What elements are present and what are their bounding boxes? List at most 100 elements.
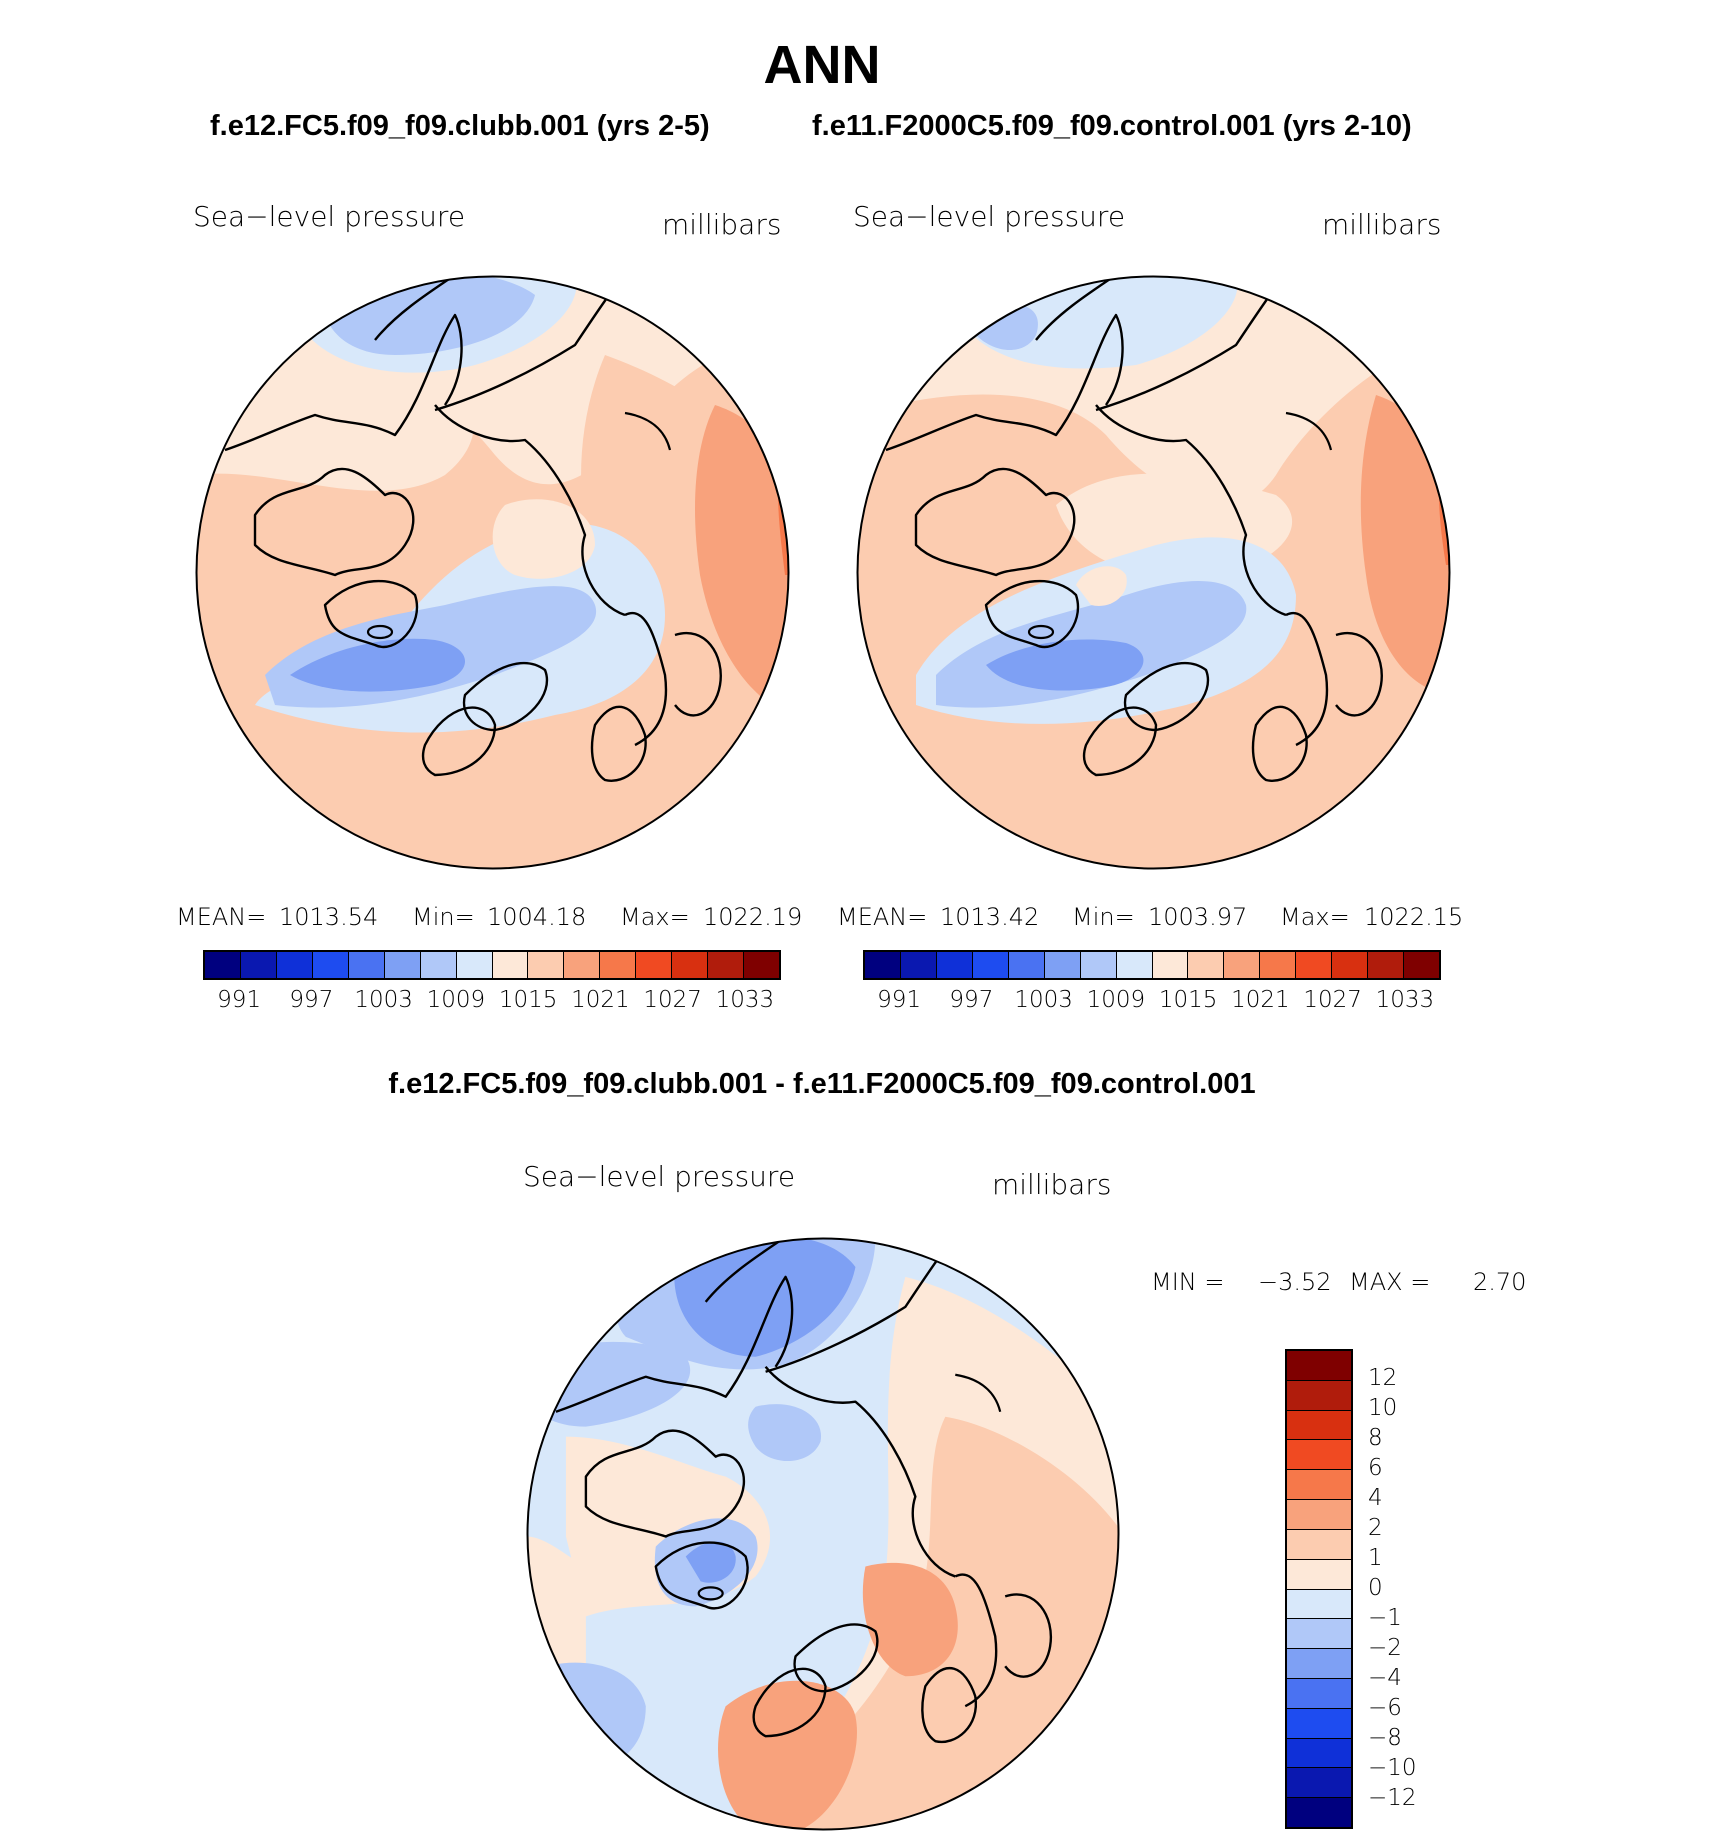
field-pink-center [492,499,595,579]
field-pink-greenland [1076,566,1127,606]
colorbar-swatch [1296,952,1333,978]
mean-value-right: 1013.42 [940,903,1040,931]
colorbar-swatch [348,952,385,978]
max-label-left: Max= [620,903,690,931]
colorbar-swatch [1008,952,1045,978]
field-orange-east [862,1562,958,1677]
colorbar-swatch [636,952,673,978]
field-blue-deep-greenland [685,1541,736,1583]
colorbar-swatch [1287,1648,1351,1678]
max-value-right: 1022.15 [1364,903,1464,931]
colorbar-swatch [276,952,313,978]
main-title: ANN [763,35,881,95]
colorbar-swatch [492,952,529,978]
colorbar-swatch [865,952,901,978]
colorbar-swatch [205,952,241,978]
diff-max-label: MAX = [1349,1268,1431,1296]
colorbar-tick-label: 1003 [354,987,413,1013]
polar-map-left [195,275,790,870]
colorbar-tick-label: 991 [877,987,922,1013]
colorbar-swatch [1287,1677,1351,1708]
colorbar-tick-label: 1015 [498,987,558,1013]
colorbar-swatch [1332,952,1369,978]
field-blue-mid-center [748,1404,822,1462]
colorbar-swatch [1287,1558,1351,1589]
colorbar-swatch [1287,1469,1351,1500]
colorbar-swatch [1260,952,1297,978]
colorbar-swatch [1188,952,1225,978]
max-value-left: 1022.19 [703,903,803,931]
units-label-left: millibars [662,208,782,241]
variable-label-right: Sea−level pressure [853,200,1126,233]
colorbar-swatch [312,952,349,978]
colorbar-tick-label: 1009 [426,987,486,1013]
field-orange [695,405,789,715]
colorbar-swatch [1368,952,1405,978]
case-title-left: f.e12.FC5.f09_f09.clubb.001 (yrs 2-5) [210,110,710,142]
max-label-right: Max= [1280,903,1350,931]
colorbar-swatch [1287,1588,1351,1619]
colorbar-swatch [972,952,1009,978]
colorbar-tick-label: 1015 [1158,987,1218,1013]
colorbar-tick-label: −4 [1368,1665,1402,1691]
colorbar-swatch [240,952,277,978]
diff-variable-label: Sea−level pressure [523,1160,796,1193]
colorbar-swatch [1044,952,1081,978]
min-label-left: Min= [412,903,475,931]
colorbar-tick-label: 1009 [1086,987,1146,1013]
colorbar-swatch [744,952,779,978]
colorbar-swatch [1404,952,1439,978]
mean-value-left: 1013.54 [279,903,379,931]
colorbar-tick-label: −1 [1368,1605,1402,1631]
colorbar-swatch [1152,952,1189,978]
colorbar-tick-label: 991 [217,987,262,1013]
colorbar-ticks-right: 991 997 1003 1009 1015 1021 1027 1033 [863,987,1441,1017]
colorbar-swatch [420,952,457,978]
mean-label-left: MEAN= [176,903,267,931]
min-label-right: Min= [1072,903,1135,931]
colorbar-tick-label: 6 [1368,1455,1383,1481]
colorbar-swatch [1287,1618,1351,1649]
colorbar-swatch [1287,1409,1351,1440]
diff-min-label: MIN = [1151,1268,1225,1296]
colorbar-swatch [384,952,421,978]
colorbar-tick-label: −2 [1368,1635,1402,1661]
diff-units-label: millibars [992,1168,1112,1201]
colorbar-swatch [1287,1351,1351,1380]
colorbar-swatch [1116,952,1153,978]
field-blue-deep [986,639,1144,691]
colorbar-tick-label: 1021 [571,987,630,1013]
polar-map-diff [526,1237,1120,1831]
colorbar-ticks-diff: 12 10 8 6 4 2 1 0 −1 −2 −4 −6 −8 −10 −12 [1368,1349,1448,1829]
mean-label-right: MEAN= [837,903,928,931]
colorbar-swatch [1287,1499,1351,1529]
colorbar-tick-label: 12 [1368,1365,1398,1391]
polar-map-right [856,275,1451,870]
colorbar-swatch [1287,1439,1351,1470]
colorbar-tick-label: 0 [1368,1575,1383,1601]
diff-min-value: −3.52 [1258,1268,1332,1296]
colorbar-left [203,950,781,980]
colorbar-swatch [1287,1767,1351,1798]
colorbar-swatch [672,952,709,978]
colorbar-swatch [1080,952,1117,978]
field-blue-deep-north [674,1238,856,1357]
colorbar-tick-label: 1027 [643,987,702,1013]
colorbar-swatch [900,952,937,978]
case-title-right: f.e11.F2000C5.f09_f09.control.001 (yrs 2… [812,110,1412,142]
colorbar-tick-label: 1003 [1014,987,1073,1013]
variable-label-left: Sea−level pressure [193,200,466,233]
units-label-right: millibars [1322,208,1442,241]
colorbar-tick-label: 1033 [715,987,775,1013]
colorbar-tick-label: 997 [949,987,994,1013]
field-blue-deep [290,638,465,692]
min-value-right: 1003.97 [1148,903,1248,931]
colorbar-swatch [1287,1379,1351,1410]
colorbar-swatch [1287,1797,1351,1827]
colorbar-tick-label: −6 [1368,1695,1402,1721]
colorbar-swatch [1287,1528,1351,1559]
colorbar-swatch [456,952,493,978]
colorbar-tick-label: −12 [1368,1785,1417,1811]
colorbar-tick-label: 10 [1368,1395,1398,1421]
colorbar-ticks-left: 991 997 1003 1009 1015 1021 1027 1033 [203,987,781,1017]
